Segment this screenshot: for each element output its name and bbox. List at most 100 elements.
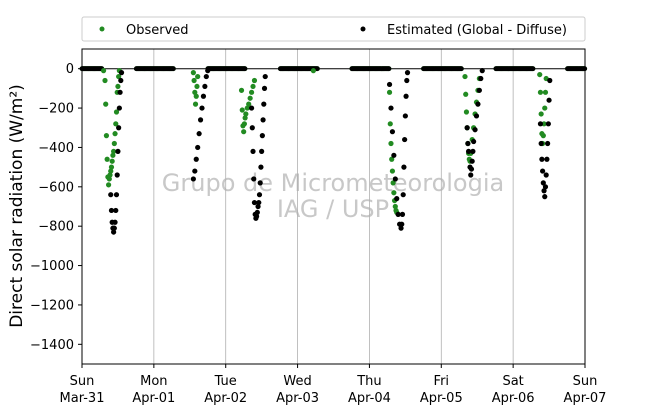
estimated-point — [392, 176, 398, 182]
estimated-point — [261, 101, 267, 107]
observed-point — [537, 71, 543, 78]
x-tick-label: Fri — [434, 374, 450, 389]
observed-point — [103, 133, 110, 139]
estimated-point — [468, 166, 475, 172]
estimated-point — [402, 113, 408, 119]
estimated-point — [249, 125, 255, 131]
estimated-point — [248, 105, 255, 111]
estimated-point — [402, 136, 408, 143]
estimated-point — [108, 192, 114, 198]
estimated-point — [547, 77, 553, 84]
estimated-point — [403, 93, 409, 99]
x-tick-label: Tue — [214, 374, 237, 389]
x-tick-label: Apr-05 — [420, 391, 463, 406]
estimated-point — [395, 211, 401, 217]
observed-point — [239, 107, 245, 113]
estimated-point — [196, 131, 202, 137]
observed-point — [241, 121, 247, 127]
estimated-point — [254, 209, 260, 216]
estimated-point — [112, 219, 118, 225]
y-tick-label: −1000 — [30, 259, 74, 274]
estimated-point — [469, 158, 475, 164]
observed-point — [242, 115, 248, 121]
estimated-point — [251, 199, 258, 206]
x-tick-label: Apr-01 — [132, 391, 175, 406]
x-tick-label: Sun — [573, 374, 598, 389]
data-points — [79, 66, 588, 235]
estimated-point — [473, 113, 480, 119]
observed-point — [109, 158, 115, 164]
estimated-point — [116, 105, 122, 111]
observed-point — [250, 83, 256, 90]
observed-point — [251, 77, 258, 84]
watermark-line-2: IAG / USP — [277, 195, 389, 223]
legend-estimated-marker — [360, 26, 366, 32]
observed-point — [106, 176, 112, 182]
observed-point — [113, 121, 119, 127]
estimated-point — [538, 140, 544, 147]
estimated-point — [118, 77, 124, 84]
estimated-point — [401, 164, 407, 170]
estimated-point — [115, 148, 121, 154]
y-tick-label: −600 — [38, 180, 74, 195]
estimated-point — [539, 156, 545, 162]
estimated-point — [262, 73, 268, 80]
estimated-point — [400, 192, 406, 198]
x-tick-label: Wed — [283, 374, 311, 389]
estimated-point — [113, 192, 120, 198]
estimated-point — [540, 168, 546, 174]
estimated-point — [193, 156, 199, 162]
estimated-point — [259, 148, 265, 154]
estimated-point — [256, 192, 263, 198]
estimated-point — [470, 148, 476, 154]
observed-point — [247, 95, 253, 101]
estimated-point — [203, 73, 209, 80]
observed-point — [195, 73, 201, 80]
y-axis: 0 −200 −400 −600 −800 −1000 −1200 −1400 — [30, 62, 82, 353]
legend-observed-marker — [99, 26, 105, 32]
estimated-point — [250, 148, 256, 154]
estimated-point — [468, 172, 474, 178]
y-tick-label: −400 — [38, 141, 74, 156]
estimated-point — [190, 176, 196, 182]
y-tick-label: −1400 — [30, 338, 74, 353]
x-tick-label: Apr-02 — [204, 391, 247, 406]
estimated-point — [111, 229, 117, 235]
y-tick-label: 0 — [66, 62, 74, 77]
observed-point — [112, 131, 118, 137]
estimated-point — [259, 133, 265, 139]
observed-point — [113, 109, 120, 115]
y-tick-label: −200 — [38, 102, 74, 117]
estimated-point — [391, 152, 397, 158]
observed-point — [540, 133, 546, 139]
estimated-point — [399, 221, 405, 227]
grid — [153, 49, 514, 364]
observed-point — [104, 156, 110, 162]
estimated-point — [388, 105, 394, 111]
estimated-point — [205, 68, 211, 74]
observed-point — [192, 89, 198, 95]
y-tick-label: −1200 — [30, 298, 74, 313]
observed-point — [105, 182, 112, 188]
observed-point — [116, 73, 122, 80]
observed-point — [392, 203, 398, 210]
y-tick-label: −800 — [38, 220, 74, 235]
observed-point — [463, 91, 469, 97]
estimated-point — [108, 207, 115, 214]
estimated-point — [476, 87, 482, 93]
estimated-point — [116, 125, 122, 131]
observed-point — [390, 180, 396, 186]
observed-point — [389, 168, 396, 174]
observed-point — [191, 77, 197, 84]
observed-point — [387, 121, 393, 127]
y-axis-label: Direct solar radiation (W/m²) — [7, 84, 27, 328]
x-tick-label: Mar-31 — [60, 391, 105, 406]
observed-point — [389, 156, 395, 162]
night-point — [242, 66, 248, 72]
estimated-point — [479, 68, 485, 74]
estimated-point — [261, 85, 268, 91]
estimated-point — [545, 140, 551, 147]
estimated-point — [542, 184, 549, 190]
legend-estimated-label: Estimated (Global - Diffuse) — [387, 23, 567, 38]
